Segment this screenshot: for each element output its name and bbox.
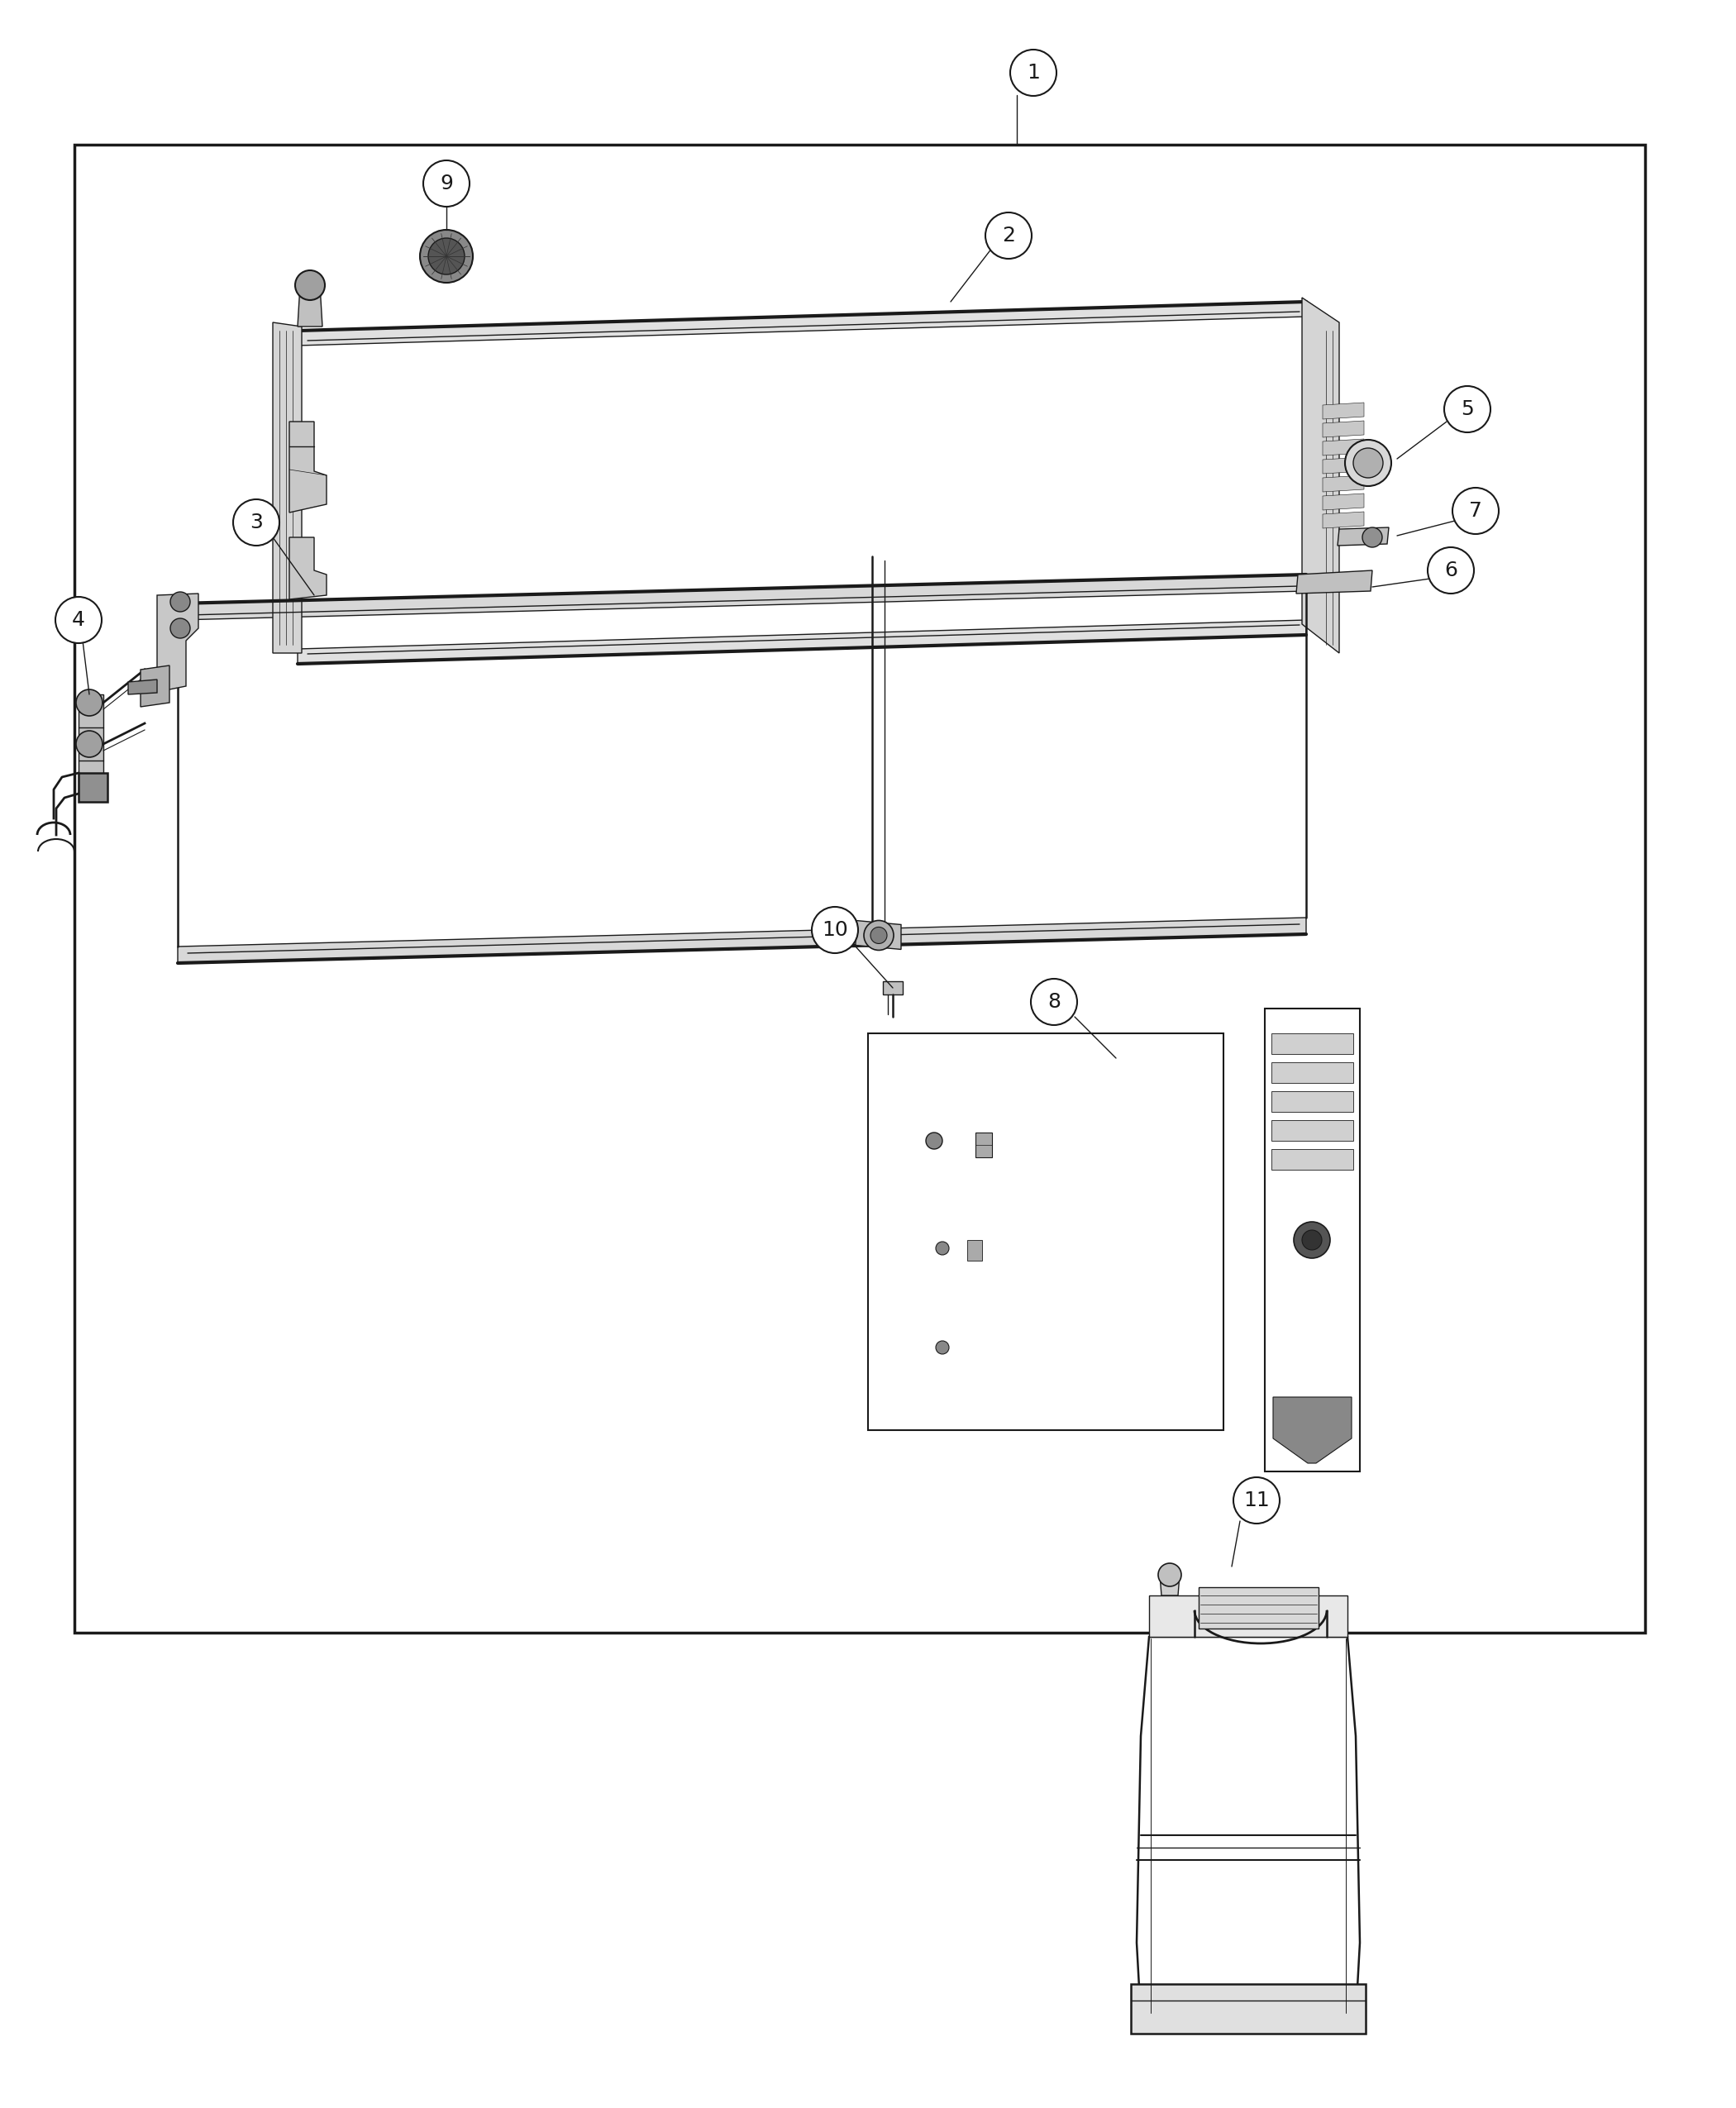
Polygon shape (1297, 571, 1371, 594)
Circle shape (1031, 978, 1076, 1024)
Text: 2: 2 (1002, 226, 1016, 245)
Polygon shape (1198, 1587, 1319, 1629)
Circle shape (1010, 51, 1057, 95)
Polygon shape (290, 422, 326, 512)
Polygon shape (177, 917, 1305, 963)
Polygon shape (1302, 297, 1338, 653)
Circle shape (1293, 1223, 1330, 1258)
Polygon shape (1272, 1398, 1352, 1463)
Circle shape (1427, 548, 1474, 594)
Polygon shape (1149, 1596, 1347, 1636)
Circle shape (170, 618, 191, 639)
Circle shape (936, 1242, 950, 1254)
Circle shape (420, 230, 472, 282)
Text: 7: 7 (1469, 502, 1483, 521)
Circle shape (429, 238, 465, 274)
Polygon shape (141, 666, 170, 706)
Circle shape (1233, 1478, 1279, 1524)
Circle shape (936, 1341, 950, 1353)
Text: 4: 4 (71, 609, 85, 630)
Polygon shape (128, 679, 156, 694)
Polygon shape (297, 301, 1305, 346)
Bar (75, 145, 1646, 1634)
Polygon shape (273, 323, 302, 653)
Circle shape (1444, 386, 1491, 432)
Text: 1: 1 (1026, 63, 1040, 82)
Polygon shape (1323, 403, 1364, 419)
Text: 6: 6 (1444, 561, 1458, 580)
Bar (1266, 1008, 1359, 1471)
Polygon shape (856, 921, 901, 949)
Polygon shape (1337, 527, 1389, 546)
Polygon shape (177, 575, 1305, 946)
Polygon shape (297, 301, 1305, 649)
Polygon shape (1160, 1575, 1180, 1596)
Polygon shape (1137, 1636, 1359, 2017)
Polygon shape (1323, 438, 1364, 455)
Polygon shape (1323, 457, 1364, 474)
Polygon shape (1271, 1033, 1354, 1054)
Polygon shape (78, 774, 108, 801)
Circle shape (925, 1132, 943, 1149)
Circle shape (1453, 487, 1498, 533)
Bar (868, 1033, 1224, 1429)
Circle shape (56, 597, 102, 643)
Circle shape (424, 160, 469, 207)
Polygon shape (1323, 422, 1364, 436)
Polygon shape (78, 694, 104, 793)
Polygon shape (156, 594, 198, 689)
Text: 8: 8 (1047, 993, 1061, 1012)
Circle shape (170, 592, 191, 611)
Polygon shape (1323, 474, 1364, 491)
Polygon shape (884, 980, 903, 995)
Text: 10: 10 (821, 919, 849, 940)
Circle shape (295, 270, 325, 299)
Polygon shape (967, 1240, 983, 1261)
Polygon shape (1271, 1149, 1354, 1170)
Circle shape (812, 906, 858, 953)
Polygon shape (1130, 1984, 1366, 2034)
Circle shape (233, 500, 279, 546)
Polygon shape (297, 285, 323, 327)
Circle shape (1354, 449, 1384, 479)
Polygon shape (290, 538, 326, 599)
Circle shape (76, 731, 102, 757)
Text: 3: 3 (250, 512, 262, 533)
Polygon shape (297, 620, 1305, 664)
Polygon shape (1323, 493, 1364, 510)
Polygon shape (1271, 1119, 1354, 1140)
Circle shape (1363, 527, 1382, 548)
Text: 9: 9 (439, 173, 453, 194)
Circle shape (76, 689, 102, 717)
Circle shape (986, 213, 1031, 259)
Circle shape (1158, 1564, 1180, 1587)
Circle shape (870, 928, 887, 944)
Circle shape (1345, 441, 1391, 487)
Text: 5: 5 (1460, 398, 1474, 419)
Polygon shape (1271, 1062, 1354, 1084)
Polygon shape (976, 1132, 991, 1157)
Polygon shape (1271, 1092, 1354, 1111)
Polygon shape (177, 575, 1305, 620)
Text: 11: 11 (1243, 1490, 1269, 1509)
Polygon shape (1323, 512, 1364, 529)
Circle shape (1302, 1231, 1321, 1250)
Circle shape (865, 921, 894, 951)
